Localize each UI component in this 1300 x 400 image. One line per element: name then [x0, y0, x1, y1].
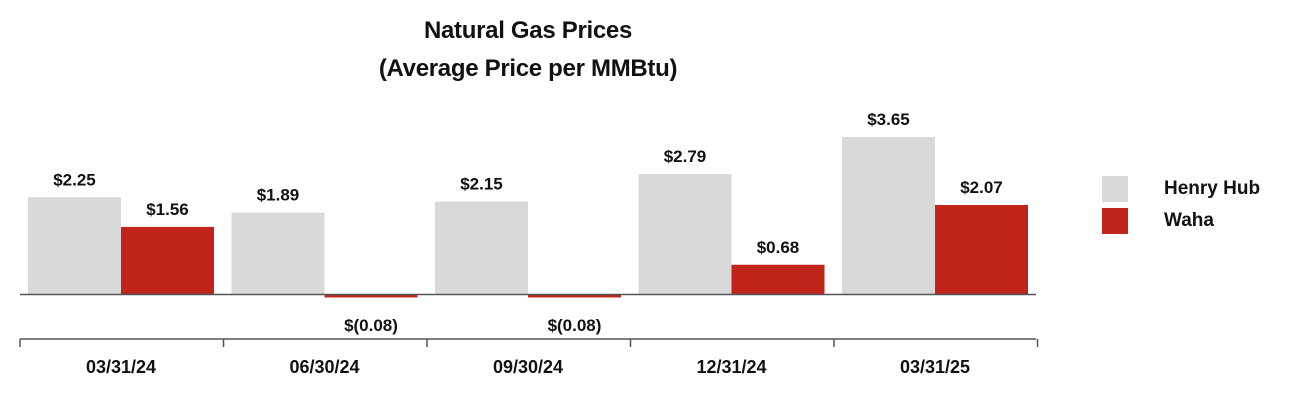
bar-henry-hub-0 — [28, 197, 121, 294]
data-label-henry-hub-0: $2.25 — [53, 170, 96, 189]
bar-henry-hub-3 — [638, 174, 732, 294]
legend-swatch-henry-hub — [1102, 176, 1128, 202]
legend-swatch-waha — [1102, 208, 1128, 234]
bar-waha-1 — [324, 294, 418, 298]
legend-item-henry-hub: Henry Hub — [1102, 175, 1260, 203]
data-label-waha-3: $0.68 — [757, 238, 800, 257]
chart-title: Natural Gas Prices — [423, 17, 633, 44]
x-tick-label-0: 03/31/24 — [86, 357, 156, 377]
data-label-waha-1: $(0.08) — [344, 316, 398, 335]
plot-area: $2.25 $1.56 03/31/24 $1.89 $(0.08) 06/30/24 $2… — [19, 110, 1039, 377]
data-label-waha-0: $1.56 — [146, 200, 189, 219]
data-label-henry-hub-3: $2.79 — [664, 147, 707, 166]
x-tick-label-2: 09/30/24 — [493, 357, 563, 377]
chart-subtitle: (Average Price per MMBtu) — [378, 55, 678, 82]
data-label-waha-2: $(0.08) — [548, 316, 602, 335]
bar-henry-hub-2 — [435, 201, 528, 294]
data-label-henry-hub-4: $3.65 — [867, 110, 910, 129]
bar-waha-3 — [731, 264, 825, 294]
bar-waha-2 — [528, 294, 621, 298]
legend: Henry Hub Waha — [1102, 175, 1260, 239]
bar-henry-hub-1 — [231, 212, 325, 294]
x-tick-label-3: 12/31/24 — [696, 357, 766, 377]
bar-waha-4 — [935, 204, 1028, 294]
legend-item-waha: Waha — [1102, 207, 1260, 235]
bar-henry-hub-4 — [842, 137, 935, 294]
legend-label-waha: Waha — [1164, 210, 1214, 231]
data-label-waha-4: $2.07 — [960, 178, 1003, 197]
legend-label-henry-hub: Henry Hub — [1164, 178, 1261, 199]
x-tick-label-4: 03/31/25 — [900, 357, 970, 377]
bar-waha-0 — [121, 226, 214, 294]
data-label-henry-hub-1: $1.89 — [257, 186, 300, 205]
data-label-henry-hub-2: $2.15 — [460, 175, 503, 194]
x-tick-label-1: 06/30/24 — [289, 357, 359, 377]
